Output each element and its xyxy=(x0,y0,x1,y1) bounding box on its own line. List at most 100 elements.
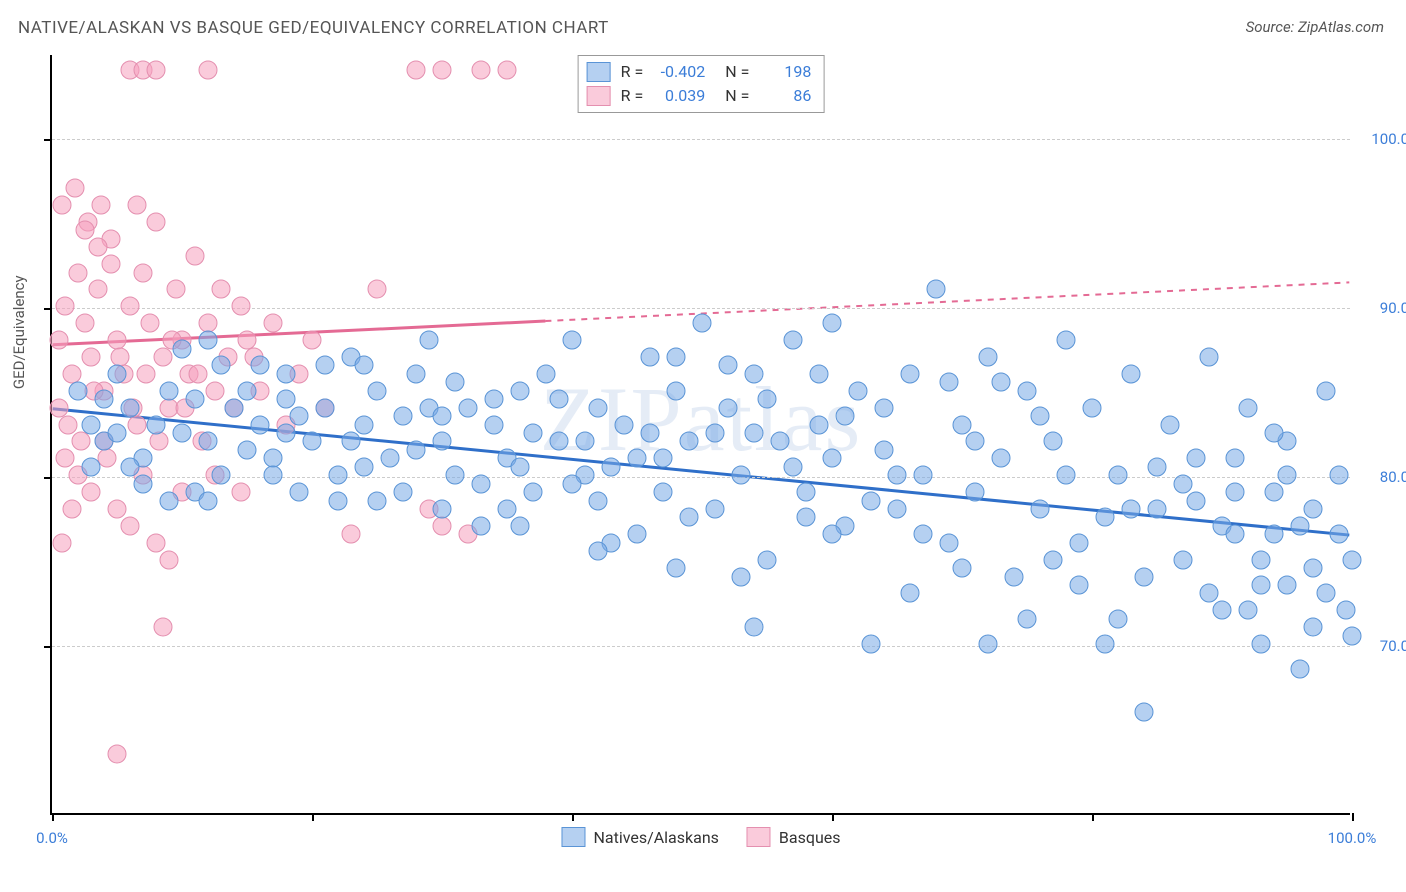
x-tick xyxy=(1092,813,1094,821)
point-native xyxy=(277,364,296,383)
point-native xyxy=(1044,432,1063,451)
point-native xyxy=(979,348,998,367)
point-native xyxy=(277,424,296,443)
point-native xyxy=(667,348,686,367)
point-native xyxy=(1057,466,1076,485)
point-native xyxy=(823,314,842,333)
point-native xyxy=(420,331,439,350)
point-native xyxy=(1265,483,1284,502)
point-native xyxy=(173,339,192,358)
point-native xyxy=(303,432,322,451)
point-native xyxy=(290,407,309,426)
point-native xyxy=(1200,348,1219,367)
gridline xyxy=(52,646,1350,647)
point-native xyxy=(485,390,504,409)
y-tick-label: 100.0% xyxy=(1360,130,1406,148)
chart-source: Source: ZipAtlas.com xyxy=(1246,18,1384,36)
point-native xyxy=(407,440,426,459)
point-native xyxy=(1148,457,1167,476)
point-native xyxy=(433,500,452,519)
point-native xyxy=(1174,550,1193,569)
point-basque xyxy=(75,221,94,240)
plot-area: ZIPatlas R =-0.402N =198R =0.039N =86 Na… xyxy=(50,55,1350,815)
legend-item: Natives/Alaskans xyxy=(561,827,718,847)
point-basque xyxy=(82,348,101,367)
point-native xyxy=(134,474,153,493)
point-native xyxy=(1018,609,1037,628)
point-basque xyxy=(160,550,179,569)
y-tick-label: 80.0% xyxy=(1360,468,1406,486)
point-native xyxy=(199,331,218,350)
point-native xyxy=(1278,466,1297,485)
point-native xyxy=(953,559,972,578)
point-basque xyxy=(264,314,283,333)
point-native xyxy=(1252,576,1271,595)
legend-label: Natives/Alaskans xyxy=(593,828,718,847)
point-native xyxy=(1122,364,1141,383)
point-native xyxy=(433,432,452,451)
point-native xyxy=(1336,601,1355,620)
point-basque xyxy=(134,263,153,282)
point-basque xyxy=(62,500,81,519)
point-native xyxy=(745,618,764,637)
point-native xyxy=(212,466,231,485)
n-value: 198 xyxy=(759,60,811,84)
point-native xyxy=(1239,601,1258,620)
point-basque xyxy=(472,60,491,79)
point-native xyxy=(1252,550,1271,569)
point-basque xyxy=(108,744,127,763)
swatch-icon xyxy=(587,62,611,82)
y-tick xyxy=(44,308,52,310)
point-native xyxy=(407,364,426,383)
point-native xyxy=(888,466,907,485)
x-tick xyxy=(572,813,574,821)
y-tick xyxy=(44,477,52,479)
point-native xyxy=(914,525,933,544)
point-native xyxy=(823,525,842,544)
point-native xyxy=(641,424,660,443)
stats-row: R =-0.402N =198 xyxy=(587,60,812,84)
point-native xyxy=(706,500,725,519)
point-basque xyxy=(110,348,129,367)
point-native xyxy=(693,314,712,333)
point-basque xyxy=(71,432,90,451)
point-basque xyxy=(205,381,224,400)
point-native xyxy=(459,398,478,417)
point-native xyxy=(524,483,543,502)
point-basque xyxy=(147,212,166,231)
point-native xyxy=(654,483,673,502)
point-native xyxy=(875,398,894,417)
point-basque xyxy=(58,415,77,434)
point-native xyxy=(1226,483,1245,502)
point-native xyxy=(966,483,985,502)
gridline xyxy=(52,477,1350,478)
point-basque xyxy=(75,314,94,333)
point-native xyxy=(355,356,374,375)
gridline xyxy=(52,139,1350,140)
point-basque xyxy=(66,179,85,198)
point-native xyxy=(238,381,257,400)
point-native xyxy=(368,491,387,510)
point-native xyxy=(1096,508,1115,527)
x-tick xyxy=(832,813,834,821)
point-native xyxy=(1200,584,1219,603)
regression-lines xyxy=(52,55,1350,813)
point-native xyxy=(602,457,621,476)
point-native xyxy=(498,500,517,519)
point-native xyxy=(953,415,972,434)
legend-item: Basques xyxy=(747,827,841,847)
point-native xyxy=(927,280,946,299)
point-native xyxy=(1226,525,1245,544)
point-native xyxy=(1044,550,1063,569)
x-tick-label: 0.0% xyxy=(36,829,68,847)
point-native xyxy=(940,533,959,552)
point-native xyxy=(511,381,530,400)
point-basque xyxy=(153,348,172,367)
point-native xyxy=(1187,449,1206,468)
point-native xyxy=(797,483,816,502)
point-native xyxy=(550,432,569,451)
point-native xyxy=(108,364,127,383)
point-basque xyxy=(147,60,166,79)
point-native xyxy=(381,449,400,468)
y-tick xyxy=(44,646,52,648)
